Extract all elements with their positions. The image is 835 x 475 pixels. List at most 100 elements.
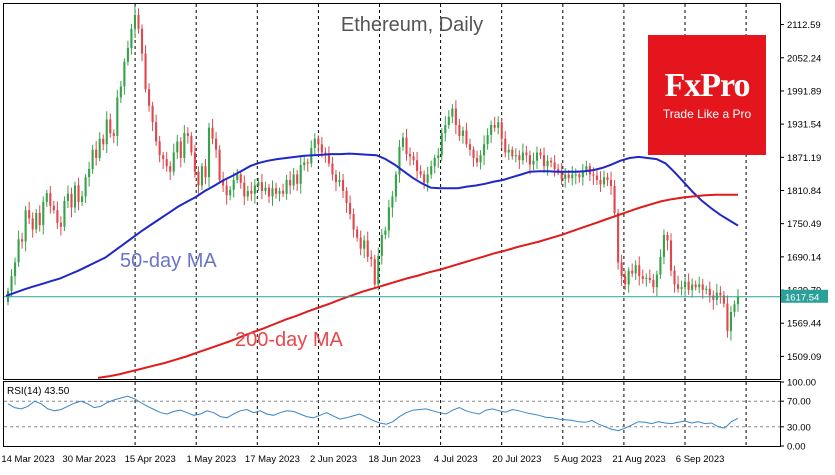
candle	[708, 281, 711, 303]
candle-body	[356, 229, 359, 238]
candle-body	[24, 210, 27, 242]
candle	[722, 291, 725, 308]
candle-body	[606, 177, 609, 180]
candle-body	[267, 187, 271, 197]
candle-body	[35, 212, 38, 230]
candle-body	[652, 280, 655, 288]
y-tick-label: 1750.49	[787, 219, 821, 230]
candle	[222, 171, 225, 193]
candle-body	[158, 141, 161, 156]
candle	[45, 189, 48, 207]
candle-body	[669, 240, 673, 271]
y-tick-label: 2052.24	[787, 53, 821, 64]
current-price-label: 1617.54	[785, 292, 819, 303]
candle-body	[204, 166, 207, 178]
candle	[28, 201, 31, 224]
candle	[52, 200, 55, 214]
y-tick-label: 1991.89	[787, 86, 821, 97]
candle-body	[419, 171, 422, 175]
candle	[705, 285, 708, 295]
candle-body	[239, 174, 242, 183]
candle	[148, 83, 151, 112]
candle-body	[172, 152, 175, 172]
candle-body	[102, 138, 105, 145]
candle-body	[257, 182, 260, 186]
rsi-panel-frame	[3, 381, 781, 447]
candle-body	[666, 234, 669, 241]
x-tick-label: 18 Jun 2023	[368, 454, 420, 465]
candle	[412, 151, 415, 166]
candle	[673, 265, 676, 293]
candle-body	[426, 174, 429, 183]
x-tick-label: 2 Jun 2023	[310, 454, 357, 465]
candle	[535, 146, 539, 169]
x-tick-label: 6 Sep 2023	[676, 454, 725, 465]
candle-body	[465, 130, 468, 145]
chart-title: Ethereum, Daily	[341, 14, 483, 36]
candle	[606, 172, 609, 187]
candle	[553, 155, 556, 177]
candle-body	[483, 144, 486, 156]
candle	[81, 190, 84, 206]
candle	[345, 187, 348, 213]
candle-body	[574, 174, 577, 176]
candle-body	[148, 89, 151, 106]
candle	[334, 170, 338, 191]
candle-body	[162, 155, 165, 160]
candle	[408, 147, 412, 166]
candle-body	[521, 152, 524, 161]
candle	[42, 196, 45, 235]
candle-body	[592, 174, 595, 176]
candle-body	[215, 138, 218, 150]
ma50-line	[5, 152, 739, 297]
candle-body	[285, 179, 288, 194]
candle-body	[70, 193, 73, 208]
candle-body	[66, 193, 70, 201]
candle	[609, 171, 613, 195]
candle-body	[627, 270, 630, 285]
candle	[613, 179, 616, 218]
candle	[419, 165, 422, 178]
candle-body	[511, 149, 514, 157]
candle-body	[292, 174, 295, 186]
candle	[236, 168, 239, 184]
candle-body	[366, 240, 369, 257]
candle	[165, 151, 168, 172]
candle	[303, 156, 306, 171]
candle	[162, 151, 165, 169]
candle-body	[49, 193, 52, 206]
candle-body	[595, 175, 598, 180]
candle-body	[391, 196, 394, 208]
candle-body	[28, 210, 31, 219]
candle	[430, 160, 433, 179]
candle-body	[472, 149, 475, 158]
candle-body	[278, 190, 281, 194]
candle-body	[581, 171, 584, 178]
candle-body	[229, 189, 232, 196]
candle	[454, 100, 457, 135]
candle-body	[461, 130, 464, 136]
candle-body	[331, 163, 334, 175]
candle-body	[468, 144, 472, 150]
candle-body	[729, 311, 733, 332]
candle	[617, 209, 620, 270]
candle	[215, 132, 218, 158]
candle-body	[387, 207, 390, 231]
candle	[493, 116, 496, 132]
candle-body	[514, 155, 517, 157]
candle-body	[207, 127, 211, 178]
candle	[511, 146, 514, 160]
candle-body	[140, 28, 144, 54]
candle	[437, 148, 440, 168]
candle	[306, 158, 309, 172]
candle	[733, 300, 736, 317]
candle	[687, 273, 690, 295]
candle	[267, 183, 271, 204]
candle	[380, 228, 383, 265]
candle-body	[334, 174, 338, 183]
candle	[627, 267, 630, 293]
candle-body	[250, 190, 253, 194]
candle	[518, 150, 521, 169]
candle	[585, 160, 588, 176]
candle-body	[641, 276, 644, 279]
